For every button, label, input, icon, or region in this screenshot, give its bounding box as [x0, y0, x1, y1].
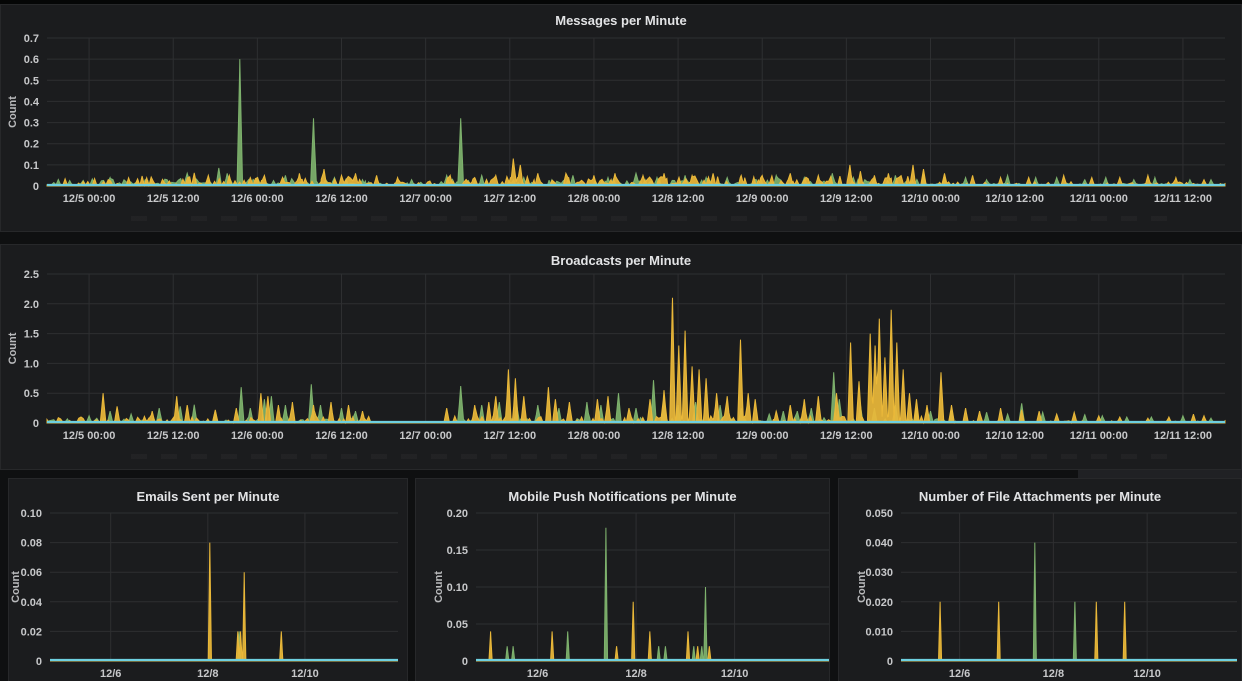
x-axis-tick-label: 12/8 00:00 [568, 430, 621, 442]
y-axis-tick-label: 0.050 [865, 508, 893, 520]
y-axis-tick-label: 0.020 [865, 597, 893, 609]
x-axis-tick-label: 12/6 [527, 668, 548, 680]
x-axis-tick-label: 12/8 00:00 [568, 193, 621, 205]
panel-title[interactable]: Broadcasts per Minute [550, 253, 692, 268]
x-axis-tick-label: 12/6 [949, 668, 970, 680]
x-axis-tick-label: 12/9 00:00 [736, 430, 789, 442]
x-axis-tick-label: 12/10 [291, 668, 319, 680]
y-axis-tick-label: 0.3 [24, 118, 39, 130]
x-axis-tick-label: 12/5 00:00 [63, 430, 116, 442]
x-axis-tick-label: 12/11 12:00 [1154, 193, 1212, 205]
y-axis-tick-label: 0.5 [24, 388, 39, 400]
y-axis-tick-label: 0 [33, 181, 39, 193]
legend-faint [131, 216, 1171, 221]
x-axis-tick-label: 12/11 00:00 [1070, 193, 1128, 205]
y-axis-tick-label: 1.5 [24, 329, 39, 341]
y-axis-tick-label: 0.7 [24, 33, 39, 45]
x-axis-tick-label: 12/7 12:00 [483, 193, 536, 205]
x-axis-tick-label: 12/8 12:00 [652, 430, 705, 442]
x-axis-tick-label: 12/11 12:00 [1154, 430, 1212, 442]
x-axis-tick-label: 12/6 00:00 [231, 430, 284, 442]
panel-title[interactable]: Mobile Push Notifications per Minute [508, 489, 737, 504]
x-axis-tick-label: 12/9 12:00 [820, 430, 873, 442]
y-axis-tick-label: 0.04 [21, 597, 43, 609]
y-axis-tick-label: 0.10 [21, 508, 42, 520]
x-axis-tick-label: 12/9 00:00 [736, 193, 789, 205]
x-axis-tick-label: 12/10 [1133, 668, 1161, 680]
series-area-yellow [476, 601, 829, 662]
y-axis-tick-label: 0.08 [21, 538, 42, 550]
x-axis-tick-label: 12/6 00:00 [231, 193, 284, 205]
y-axis-title: Count [856, 571, 868, 603]
x-axis-tick-label: 12/10 00:00 [901, 430, 960, 442]
emails-time-series-plot[interactable]: 0.10 0.08 0.06 0.04 0.02 0 12/6 12/8 12/10 Count [9, 479, 409, 681]
x-axis-tick-label: 12/7 00:00 [399, 430, 452, 442]
y-axis-tick-label: 0.040 [865, 538, 893, 550]
y-axis-tick-label: 0 [462, 656, 468, 668]
x-axis-tick-label: 12/7 00:00 [399, 193, 452, 205]
x-axis-tick-label: 12/6 12:00 [315, 193, 368, 205]
panel-messages-per-minute: Messages per Minute 0.7 0.6 0.5 0.4 0.3 0.2 0.… [0, 4, 1242, 232]
partial-panel-top-edge [1078, 470, 1242, 481]
y-axis-tick-label: 0.6 [24, 54, 39, 66]
series-area-yellow [46, 158, 1226, 188]
y-axis-tick-label: 0.05 [447, 619, 468, 631]
y-axis-tick-label: 0.030 [865, 567, 893, 579]
attachments-time-series-plot[interactable]: 0.050 0.040 0.030 0.020 0.010 0 12/6 12/8 12/10 C… [839, 479, 1242, 681]
panel-title[interactable]: Number of File Attachments per Minute [918, 489, 1162, 504]
series-area-green [46, 372, 1226, 425]
y-axis-tick-label: 0 [887, 656, 893, 668]
x-axis-tick-label: 12/8 [197, 668, 218, 680]
panel-broadcasts-per-minute: Broadcasts per Minute 2.5 2.0 1.5 1.0 0.5 0 12… [0, 244, 1242, 470]
x-axis-tick-label: 12/11 00:00 [1070, 430, 1128, 442]
x-axis-tick-label: 12/7 12:00 [483, 430, 536, 442]
y-axis-tick-label: 0.010 [865, 626, 893, 638]
y-axis-tick-label: 2.0 [24, 299, 39, 311]
x-axis-tick-label: 12/8 12:00 [652, 193, 705, 205]
y-axis-tick-label: 0.02 [21, 626, 42, 638]
panel-title[interactable]: Emails Sent per Minute [136, 489, 280, 504]
panel-title[interactable]: Messages per Minute [555, 13, 687, 28]
x-axis-tick-label: 12/6 12:00 [315, 430, 368, 442]
series-area-green [476, 527, 829, 662]
y-axis-tick-label: 0.5 [24, 75, 39, 87]
series-area-green [50, 631, 398, 662]
series-area-yellow [46, 297, 1226, 425]
y-axis-title: Count [10, 571, 22, 603]
y-axis-tick-label: 0.15 [447, 545, 468, 557]
x-axis-tick-label: 12/6 [100, 668, 121, 680]
x-axis-tick-label: 12/10 12:00 [985, 430, 1044, 442]
y-axis-tick-label: 0.10 [447, 582, 468, 594]
panel-file-attachments-per-minute: Number of File Attachments per Minute 0.… [838, 478, 1242, 681]
messages-time-series-plot[interactable]: 0.7 0.6 0.5 0.4 0.3 0.2 0.1 0 12/5 00:00 12/5 12:… [1, 5, 1242, 233]
y-axis-title: Count [7, 332, 19, 364]
x-axis-tick-label: 12/10 [721, 668, 749, 680]
legend-faint [131, 454, 1171, 459]
x-axis-tick-label: 12/5 00:00 [63, 193, 116, 205]
mobile-push-time-series-plot[interactable]: 0.20 0.15 0.10 0.05 0 12/6 12/8 12/10 Count [416, 479, 831, 681]
y-axis-title: Count [7, 96, 19, 128]
y-axis-tick-label: 1.0 [24, 358, 39, 370]
y-axis-tick-label: 0.1 [24, 160, 39, 172]
y-axis-tick-label: 0.4 [24, 96, 40, 108]
x-axis-tick-label: 12/8 [1043, 668, 1064, 680]
x-axis-tick-label: 12/5 12:00 [147, 430, 200, 442]
x-axis-tick-label: 12/8 [625, 668, 646, 680]
x-axis-tick-label: 12/9 12:00 [820, 193, 873, 205]
y-axis-title: Count [433, 571, 445, 603]
y-axis-tick-label: 0 [33, 418, 39, 430]
panel-emails-sent-per-minute: Emails Sent per Minute 0.10 0.08 0.06 0.04 0… [8, 478, 408, 681]
broadcasts-time-series-plot[interactable]: 2.5 2.0 1.5 1.0 0.5 0 12/5 00:00 12/5 12:00 12/6… [1, 245, 1242, 471]
y-axis-tick-label: 0.20 [447, 508, 468, 520]
x-axis-tick-label: 12/10 00:00 [901, 193, 960, 205]
x-axis-tick-label: 12/5 12:00 [147, 193, 200, 205]
y-axis-tick-label: 2.5 [24, 269, 39, 281]
y-axis-tick-label: 0.06 [21, 567, 42, 579]
panel-mobile-push-per-minute: Mobile Push Notifications per Minute 0.2… [415, 478, 830, 681]
x-axis-tick-label: 12/10 12:00 [985, 193, 1044, 205]
y-axis-tick-label: 0.2 [24, 139, 39, 151]
y-axis-tick-label: 0 [36, 656, 42, 668]
